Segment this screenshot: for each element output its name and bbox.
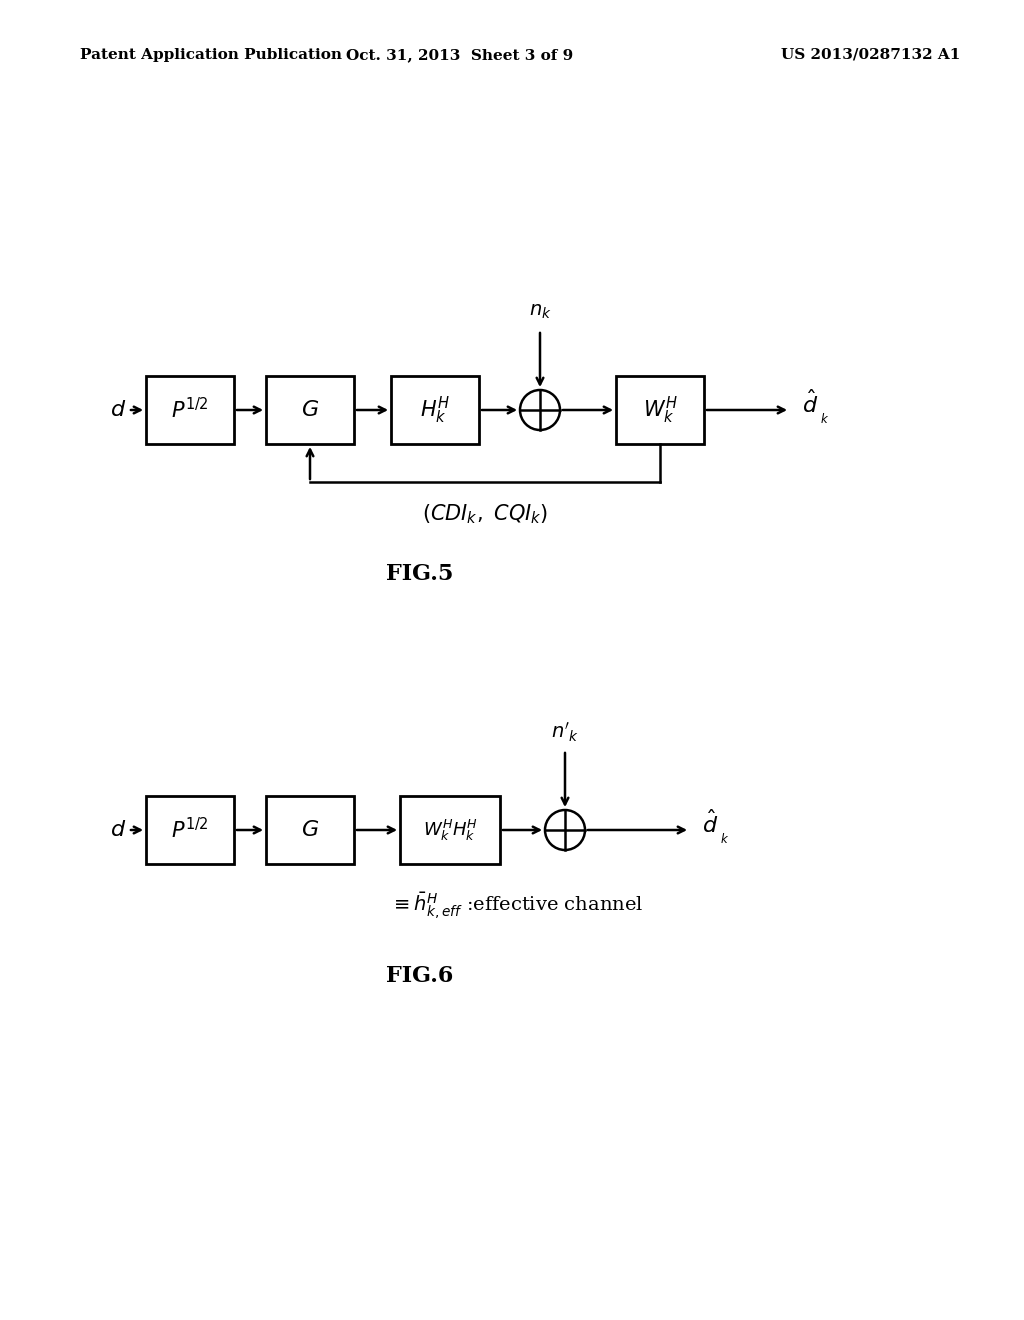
Bar <box>616 376 705 444</box>
Text: $n'_k$: $n'_k$ <box>551 721 579 743</box>
Text: $(CDI_k,\ CQI_k)$: $(CDI_k,\ CQI_k)$ <box>422 502 548 525</box>
Text: US 2013/0287132 A1: US 2013/0287132 A1 <box>780 48 961 62</box>
Text: $\hat{d}$: $\hat{d}$ <box>701 810 718 838</box>
Bar <box>266 376 354 444</box>
Text: Patent Application Publication: Patent Application Publication <box>80 48 342 62</box>
Bar <box>266 796 354 865</box>
Bar <box>146 376 234 444</box>
Text: $G$: $G$ <box>301 818 319 841</box>
Text: $G$: $G$ <box>301 399 319 421</box>
Text: $d$: $d$ <box>110 818 126 841</box>
Text: $W_k^H H_k^H$: $W_k^H H_k^H$ <box>423 817 477 842</box>
Text: $_k$: $_k$ <box>820 409 829 426</box>
Text: $_k$: $_k$ <box>720 829 730 846</box>
Text: $P^{1/2}$: $P^{1/2}$ <box>171 817 209 842</box>
Text: $n_k$: $n_k$ <box>528 302 551 321</box>
Bar <box>400 796 500 865</box>
Text: $P^{1/2}$: $P^{1/2}$ <box>171 397 209 422</box>
Text: $\hat{d}$: $\hat{d}$ <box>802 391 818 418</box>
Text: $\equiv \bar{h}_{k,eff}^{H}$ :effective channel: $\equiv \bar{h}_{k,eff}^{H}$ :effective … <box>390 891 643 921</box>
Text: $H_k^H$: $H_k^H$ <box>420 395 450 425</box>
Text: $W_k^H$: $W_k^H$ <box>643 395 678 425</box>
Text: $d$: $d$ <box>110 399 126 421</box>
Text: FIG.6: FIG.6 <box>386 965 454 987</box>
Text: FIG.5: FIG.5 <box>386 564 454 585</box>
Bar <box>146 796 234 865</box>
Text: Oct. 31, 2013  Sheet 3 of 9: Oct. 31, 2013 Sheet 3 of 9 <box>346 48 573 62</box>
Bar <box>391 376 479 444</box>
